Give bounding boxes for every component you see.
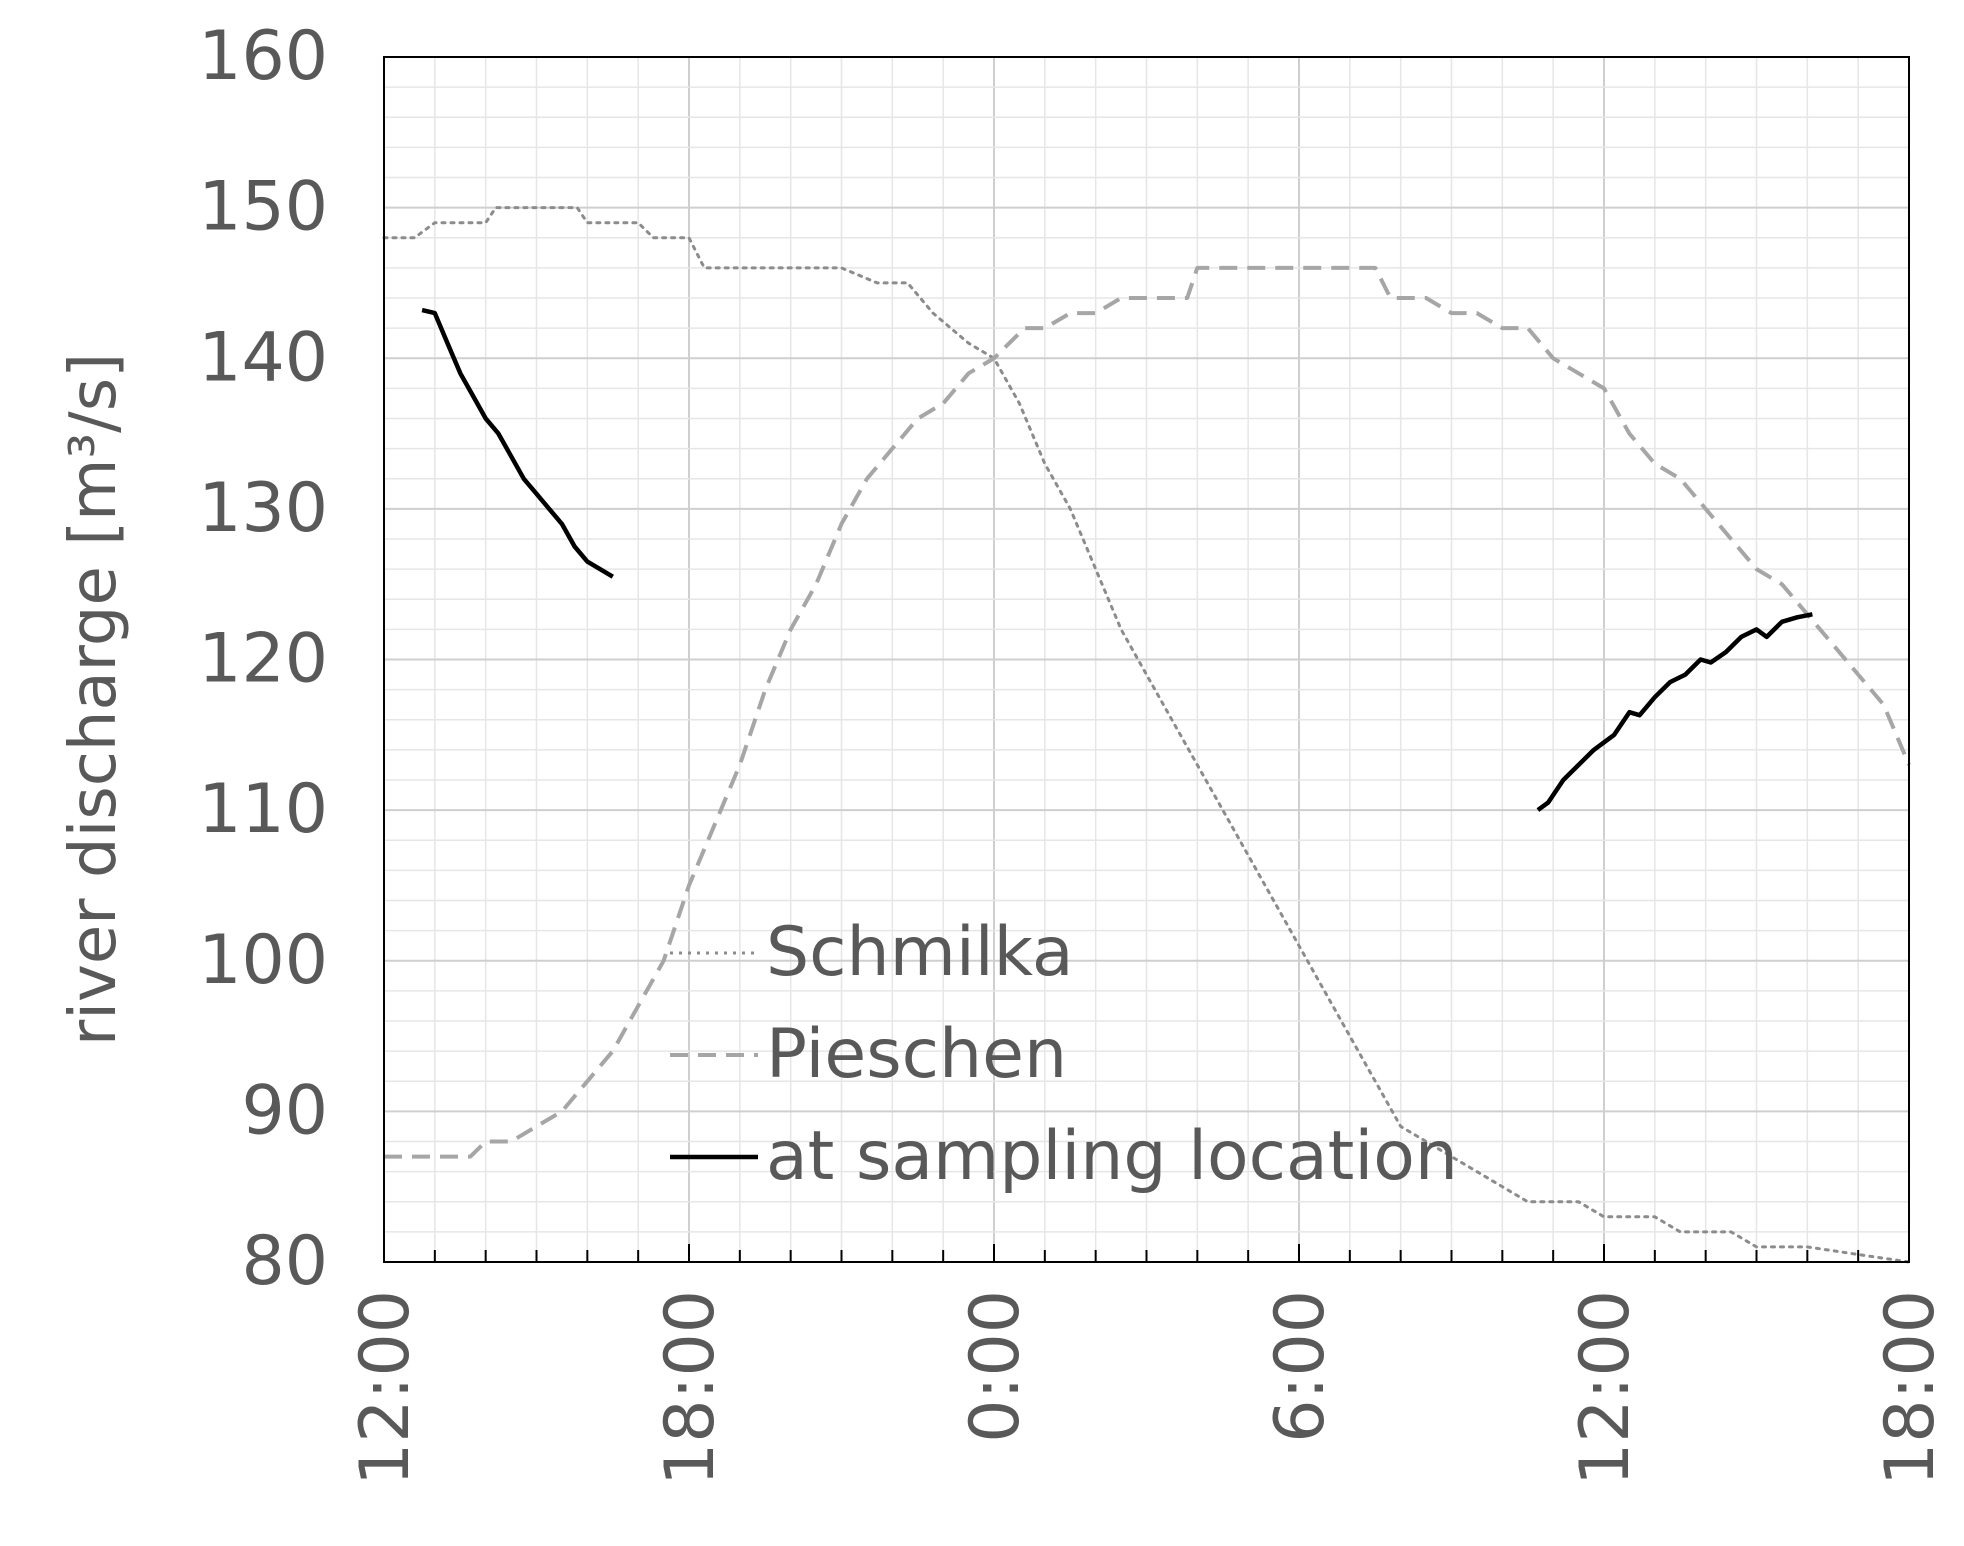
x-tick-label: 18:00 — [1871, 1290, 1950, 1486]
x-tick-label: 12:00 — [1566, 1290, 1645, 1486]
y-tick-label: 100 — [198, 921, 328, 1000]
y-axis-label: river discharge [m³/s] — [57, 353, 131, 1046]
x-tick-label: 12:00 — [346, 1290, 425, 1486]
x-tick-label: 18:00 — [651, 1290, 730, 1486]
y-axis-tick-labels: 80 90 100 110 120 130 140 150 160 — [198, 17, 328, 1301]
y-tick-label: 140 — [198, 318, 328, 397]
series-line-at-sampling-location — [421, 307, 614, 579]
legend-label: Pieschen — [766, 1015, 1067, 1094]
x-tick-label: 0:00 — [956, 1290, 1035, 1443]
y-tick-label: 150 — [198, 168, 328, 247]
series-layer — [382, 206, 1911, 1264]
y-tick-label: 110 — [198, 770, 328, 849]
y-tick-label: 90 — [241, 1071, 328, 1150]
legend: Schmilka Pieschen at sampling location — [670, 913, 1458, 1196]
y-tick-label: 80 — [241, 1222, 328, 1301]
series-line-schmilka — [382, 206, 1911, 1264]
y-tick-label: 130 — [198, 469, 328, 548]
x-axis-ticks — [383, 1244, 1910, 1262]
x-axis-tick-labels: 12:00 18:00 0:00 6:00 12:00 18:00 — [346, 1290, 1950, 1486]
x-tick-label: 6:00 — [1261, 1290, 1340, 1443]
y-tick-label: 160 — [198, 17, 328, 96]
y-tick-label: 120 — [198, 620, 328, 699]
grid — [384, 57, 1909, 1262]
legend-label: at sampling location — [766, 1117, 1458, 1196]
series-line-at-sampling-location — [1536, 612, 1813, 812]
legend-label: Schmilka — [766, 913, 1074, 992]
series-line-pieschen — [384, 265, 1911, 1159]
